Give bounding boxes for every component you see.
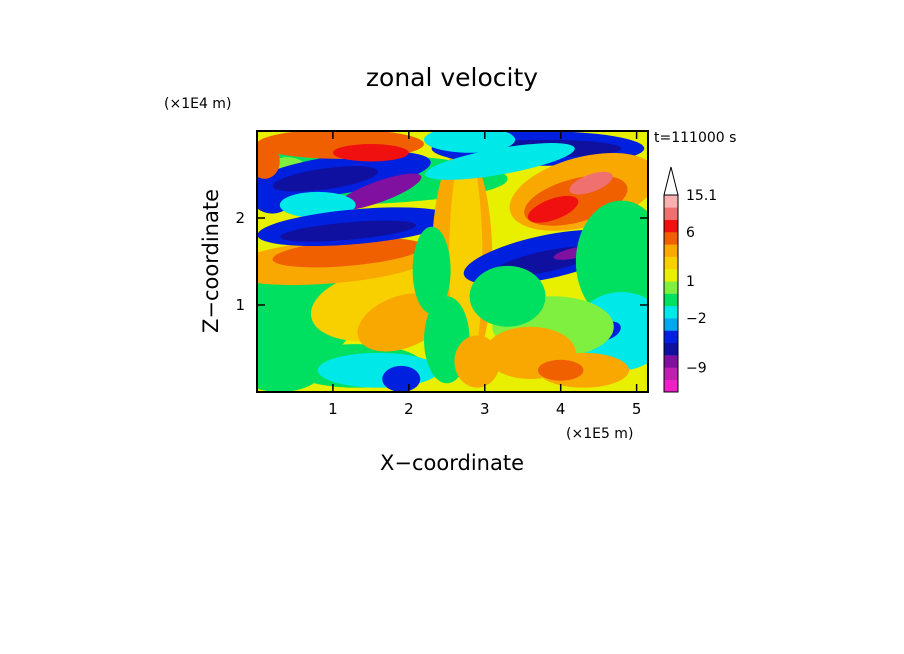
time-label: t=111000 s — [654, 130, 736, 146]
colorbar-segment — [664, 379, 678, 393]
contour-region — [424, 131, 516, 153]
contour-region — [425, 143, 575, 180]
contour-region — [335, 173, 422, 211]
x-tick-label: 5 — [632, 400, 642, 418]
colorbar-segment — [664, 367, 678, 380]
colorbar-segment — [664, 342, 678, 356]
contour-region — [527, 195, 579, 223]
chart-title: zonal velocity — [366, 63, 538, 92]
colorbar-frame — [663, 194, 679, 393]
x-unit-label: (×1E5 m) — [566, 426, 633, 442]
x-tick-label: 1 — [328, 400, 338, 418]
y-tick-label: 2 — [235, 209, 245, 227]
contour-region — [332, 144, 409, 162]
x-tick-label: 2 — [404, 400, 414, 418]
colorbar-segment — [664, 293, 678, 307]
colorbar-segment — [664, 219, 678, 233]
colorbar-extend-arrow — [663, 166, 679, 196]
colorbar-segment — [664, 231, 678, 245]
colorbar-segment — [664, 281, 678, 294]
colorbar-label: 1 — [686, 274, 695, 290]
colorbar-label: −2 — [686, 311, 707, 327]
colorbar-segment — [664, 355, 678, 368]
contour-region — [569, 171, 613, 195]
contour-region — [382, 365, 421, 392]
colorbar-segment — [664, 207, 678, 220]
colorbar-segment — [664, 268, 678, 282]
contour-region — [317, 352, 440, 388]
contour-region — [272, 166, 378, 192]
colorbar: 15.1 6 1 −2 −9 — [663, 166, 717, 393]
plot-frame — [256, 130, 649, 393]
velocity-field — [257, 131, 648, 392]
x-tick-label: 3 — [480, 400, 490, 418]
contour-region — [280, 220, 417, 242]
colorbar-label: 6 — [686, 225, 695, 241]
contour-region — [537, 359, 584, 381]
contour-region — [412, 226, 451, 314]
contour-region — [575, 200, 648, 323]
x-axis: 1 2 3 4 5 — [328, 131, 641, 418]
y-tick-label: 1 — [235, 296, 245, 314]
contour-region — [257, 144, 280, 179]
colorbar-segment — [664, 330, 678, 344]
y-unit-label: (×1E4 m) — [164, 96, 231, 112]
contour-regions — [257, 131, 648, 392]
colorbar-label: 15.1 — [686, 188, 717, 204]
y-axis-label: Z−coordinate — [199, 189, 223, 333]
x-tick-label: 4 — [556, 400, 566, 418]
colorbar-segment — [664, 195, 678, 208]
colorbar-segment — [664, 305, 678, 319]
colorbar-segment — [664, 244, 678, 257]
x-axis-label: X−coordinate — [380, 451, 524, 475]
colorbar-segment — [664, 256, 678, 270]
colorbar-segment — [664, 318, 678, 331]
y-axis: 12 — [235, 209, 648, 314]
colorbar-label: −9 — [686, 360, 707, 376]
contour-region — [469, 265, 546, 327]
